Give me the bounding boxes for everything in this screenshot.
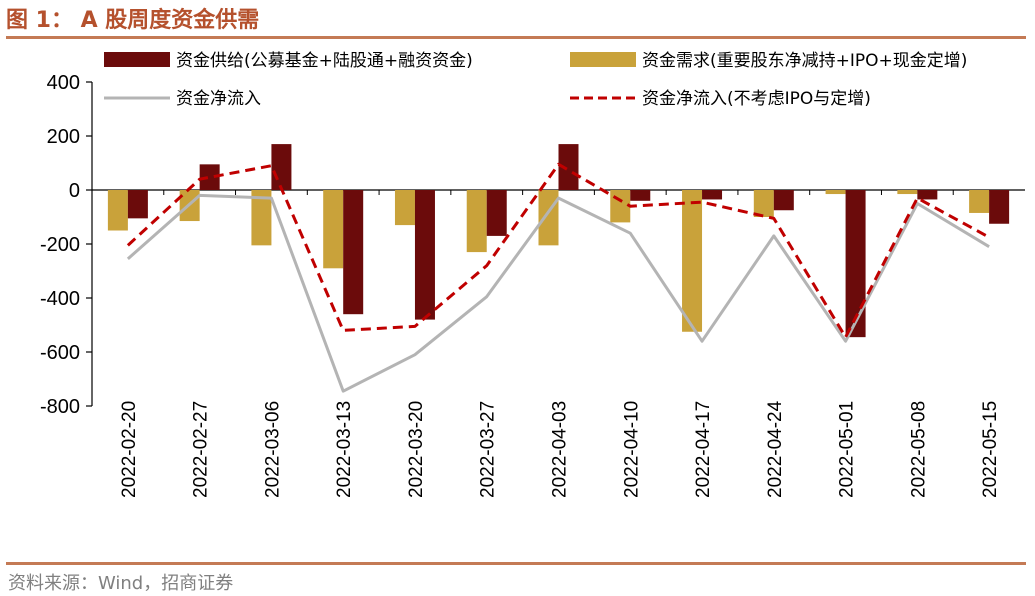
title-divider	[6, 36, 1026, 39]
x-tick-label: 2022-03-20	[406, 401, 427, 498]
x-tick-label: 2022-02-27	[191, 401, 212, 498]
bar-demand	[969, 190, 990, 213]
chart-area: 400 200 0 -200 -400 -600 -800 2022-02-20 2022-02…	[40, 51, 1025, 498]
bar-demand	[394, 190, 415, 226]
legend: 资金供给(公募基金+陆股通+融资资金) 资金需求(重要股东净减持+IPO+现金定…	[104, 51, 967, 109]
bar-supply	[486, 190, 507, 236]
bar-demand	[251, 190, 272, 246]
line-net-inflow	[126, 193, 990, 393]
bars-group	[107, 144, 1010, 338]
axes-group: 400 200 0 -200 -400 -600 -800 2022-02-20 2022-02…	[40, 72, 1025, 498]
x-tick-label: 2022-04-17	[693, 401, 714, 498]
bar-demand	[466, 190, 487, 253]
bar-supply	[127, 190, 148, 219]
x-tick-label: 2022-04-03	[550, 401, 571, 498]
bar-demand	[538, 190, 559, 246]
bar-supply	[414, 190, 435, 320]
bar-demand	[107, 190, 128, 231]
legend-label-demand: 资金需求(重要股东净减持+IPO+现金定增)	[642, 51, 967, 71]
legend-label-net: 资金净流入	[176, 89, 261, 109]
source-note: 资料来源：Wind，招商证券	[8, 573, 234, 594]
bar-supply	[845, 190, 866, 338]
x-tick-label: 2022-05-01	[837, 401, 858, 498]
footer-divider	[6, 562, 1026, 565]
y-tick-label: 200	[47, 126, 80, 148]
bar-demand	[753, 190, 774, 217]
y-tick-label: 400	[47, 72, 80, 94]
bar-demand	[897, 190, 918, 195]
bar-supply	[630, 190, 651, 201]
x-tick-label: 2022-04-24	[765, 400, 786, 498]
bar-demand	[825, 190, 846, 195]
legend-swatch-demand	[570, 52, 636, 67]
bar-supply	[773, 190, 794, 211]
legend-label-supply: 资金供给(公募基金+陆股通+融资资金)	[176, 51, 473, 71]
y-tick-label: -800	[40, 396, 80, 418]
line-net-inflow-ex-ipo	[126, 162, 990, 339]
bar-supply	[989, 190, 1010, 224]
x-tick-label: 2022-05-15	[980, 401, 1001, 498]
y-tick-label: -600	[40, 342, 80, 364]
bar-demand	[323, 190, 344, 269]
x-tick-label: 2022-03-06	[262, 401, 283, 498]
y-tick-label: 0	[69, 180, 80, 202]
bar-supply	[917, 190, 938, 200]
x-tick-label: 2022-05-08	[908, 401, 929, 498]
bar-demand	[610, 190, 631, 223]
chart-title: 图 1： A 股周度资金供需	[6, 8, 260, 33]
x-tick-label: 2022-03-13	[334, 401, 355, 498]
x-tick-label: 2022-04-10	[621, 401, 642, 498]
bar-supply	[343, 190, 364, 315]
bar-supply	[199, 164, 220, 190]
x-tick-label: 2022-02-20	[119, 401, 140, 498]
y-tick-label: -400	[40, 288, 80, 310]
bar-demand	[682, 190, 703, 332]
lines-group	[126, 162, 990, 393]
legend-swatch-supply	[104, 52, 170, 67]
bar-supply	[271, 144, 292, 190]
bar-supply	[702, 190, 723, 200]
x-tick-label: 2022-03-27	[478, 401, 499, 498]
y-tick-label: -200	[40, 234, 80, 256]
bar-supply	[558, 144, 579, 190]
legend-label-net-ex: 资金净流入(不考虑IPO与定增)	[642, 89, 871, 109]
